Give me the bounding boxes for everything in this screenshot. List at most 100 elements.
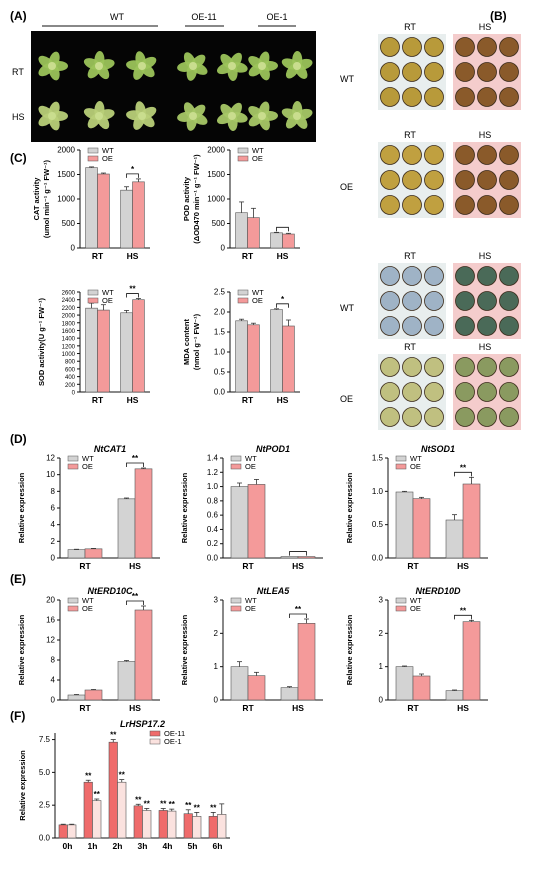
legend-label: OE-11 (164, 729, 185, 738)
bar (280, 687, 299, 701)
legend-swatch (87, 155, 99, 162)
leaf-disc (455, 145, 475, 165)
x-tick-label: 3h (138, 841, 148, 851)
legend-label: WT (252, 288, 264, 297)
bar (270, 309, 283, 393)
chart-mda: 0.0 0.5 1.0 1.5 2.0 2.5 MDA content (nmol g⁻¹ F… (182, 288, 300, 405)
panel-letter-f: (F) (10, 709, 25, 723)
legend-label: OE (82, 604, 93, 613)
y-tick-label: 500 (212, 219, 226, 228)
chart-pod1: NtPOD1 0.0 0.2 0.4 0.6 0.8 1.0 1.2 1.4 Relative e… (180, 444, 323, 571)
plant-center (258, 112, 266, 120)
legend-swatch (230, 463, 242, 470)
photo-col-label-wt: WT (110, 12, 124, 22)
leaf-disc (477, 145, 497, 165)
leaf-disc (380, 62, 400, 82)
leaf-disc (380, 382, 400, 402)
leaf-disc (424, 145, 444, 165)
stain-row-label: WT (340, 303, 354, 313)
x-tick-label: HS (127, 395, 139, 405)
y-axis-label: CAT activity (32, 177, 41, 221)
y-tick-label: 0 (71, 244, 76, 253)
stain-col-label: HS (479, 251, 492, 261)
plant-center (258, 62, 266, 70)
leaf-disc (402, 407, 422, 427)
plant-center (228, 62, 236, 70)
leaf-disc (499, 170, 519, 190)
leaf-disc (424, 357, 444, 377)
significance-mark: ** (129, 285, 136, 294)
y-tick-label: 2000 (62, 314, 76, 320)
plant (126, 101, 157, 130)
leaf-disc (499, 62, 519, 82)
x-tick-label: HS (292, 561, 304, 571)
plant (281, 51, 313, 79)
legend-swatch (395, 605, 407, 612)
leaf-disc (477, 407, 497, 427)
significance-mark: ** (295, 605, 302, 614)
bar (247, 217, 260, 249)
significance-bracket (276, 303, 289, 308)
leaf-disc (477, 316, 497, 336)
bar (247, 324, 260, 393)
plant-center (293, 112, 301, 120)
leaf-disc (499, 37, 519, 57)
bar (67, 549, 86, 559)
chart-pod: 0 500 1000 1500 2000 POD activity (ΔOD470 min⁻… (182, 146, 300, 261)
bar (84, 689, 103, 701)
significance-bracket (454, 471, 472, 477)
x-tick-label: 2h (113, 841, 123, 851)
leaf-disc (402, 62, 422, 82)
y-tick-label: 1 (379, 662, 384, 671)
legend-label: WT (245, 454, 257, 463)
bar (230, 666, 249, 701)
leaf-disc (455, 170, 475, 190)
y-tick-label: 1200 (62, 344, 76, 350)
y-tick-label: 4 (51, 520, 56, 529)
y-tick-label: 1.0 (214, 348, 226, 357)
bar (117, 661, 136, 701)
x-tick-label: 5h (188, 841, 198, 851)
x-tick-label: 0h (63, 841, 73, 851)
legend-swatch (87, 289, 99, 296)
y-tick-label: 1.4 (207, 454, 219, 463)
x-tick-label: RT (92, 395, 104, 405)
photo-col-label-oe1: OE-1 (266, 12, 287, 22)
x-tick-label: RT (79, 561, 91, 571)
significance-bracket (276, 226, 289, 232)
leaf-disc (380, 170, 400, 190)
bar (208, 816, 218, 839)
y-tick-label: 2200 (62, 306, 76, 312)
leaf-disc (455, 195, 475, 215)
bar (412, 498, 431, 559)
leaf-disc (499, 87, 519, 107)
bar (462, 483, 481, 559)
bar (230, 486, 249, 559)
stain-col-label: HS (479, 342, 492, 352)
legend-label: WT (82, 596, 94, 605)
legend-label: WT (410, 454, 422, 463)
bar (192, 816, 202, 839)
y-tick-label: 1600 (62, 329, 76, 335)
x-tick-label: 4h (163, 841, 173, 851)
leaf-disc (424, 316, 444, 336)
leaf-disc (380, 37, 400, 57)
legend-swatch (237, 155, 249, 162)
plant-photo-panel: WT OE-11 OE-1 RT HS (12, 12, 316, 142)
bar (120, 312, 133, 393)
x-tick-label: RT (407, 703, 419, 713)
leaf-disc (380, 291, 400, 311)
y-tick-label: 600 (65, 367, 76, 373)
bar (132, 299, 145, 393)
leaf-disc (380, 195, 400, 215)
legend-swatch (149, 730, 161, 737)
chart-title: NtSOD1 (421, 444, 455, 454)
y-tick-label: 2000 (57, 146, 75, 155)
legend-swatch (230, 605, 242, 612)
y-tick-label: 0.2 (207, 539, 219, 548)
y-tick-label: 1.0 (372, 487, 384, 496)
leaf-disc (424, 37, 444, 57)
chart-title: LrHSP17.2 (120, 719, 165, 729)
y-tick-label: 1 (214, 662, 219, 671)
plant (38, 101, 68, 131)
